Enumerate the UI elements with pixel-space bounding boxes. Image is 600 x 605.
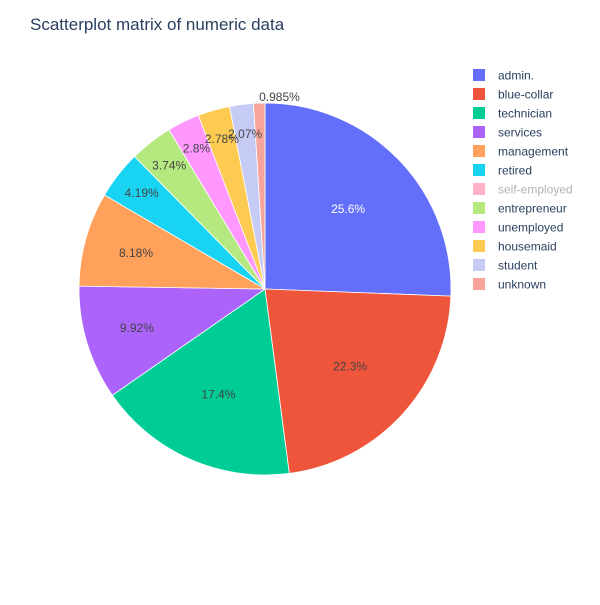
legend-swatch bbox=[473, 164, 485, 176]
legend-label: unemployed bbox=[498, 221, 563, 235]
legend-label: entrepreneur bbox=[498, 202, 567, 216]
slice-label-management: 8.18% bbox=[119, 246, 153, 260]
pie-slice-technician[interactable] bbox=[111, 288, 290, 476]
legend-swatch bbox=[473, 240, 485, 252]
legend-item-entrepreneur[interactable]: entrepreneur bbox=[473, 202, 567, 216]
legend-swatch bbox=[473, 69, 485, 81]
slice-label-admin: 25.6% bbox=[331, 202, 365, 216]
legend-label: admin. bbox=[498, 69, 534, 83]
slice-label-unemployed: 2.8% bbox=[183, 142, 211, 156]
slice-label-retired: 4.19% bbox=[125, 186, 159, 200]
legend-label: services bbox=[498, 126, 542, 140]
legend-item-housemaid[interactable]: housemaid bbox=[473, 240, 557, 254]
pie-slice-unknown[interactable] bbox=[253, 102, 266, 290]
chart-title: Scatterplot matrix of numeric data bbox=[30, 15, 285, 34]
legend-item-retired[interactable]: retired bbox=[473, 164, 532, 178]
legend-item-self-employed[interactable]: self-employed bbox=[473, 183, 573, 197]
legend-swatch bbox=[473, 278, 485, 290]
slice-label-entrepreneur: 3.74% bbox=[152, 159, 186, 173]
legend-label: management bbox=[498, 145, 569, 159]
legend[interactable]: admin. blue-collar technician services manag… bbox=[473, 69, 573, 292]
slice-label-student: 2.07% bbox=[228, 127, 262, 141]
legend-item-admin[interactable]: admin. bbox=[473, 69, 534, 83]
legend-label: retired bbox=[498, 164, 532, 178]
legend-label: unknown bbox=[498, 278, 546, 292]
legend-swatch bbox=[473, 107, 485, 119]
legend-swatch bbox=[473, 202, 485, 214]
legend-swatch bbox=[473, 145, 485, 157]
pie-slice-management[interactable] bbox=[78, 194, 267, 290]
legend-swatch bbox=[473, 183, 485, 195]
pie-labels: 25.6%22.3%17.4%9.92%8.18%4.19%3.74%2.8%2… bbox=[119, 90, 368, 401]
pie-slice-blue-collar[interactable] bbox=[264, 288, 452, 474]
legend-item-services[interactable]: services bbox=[473, 126, 542, 140]
legend-label: student bbox=[498, 259, 538, 273]
legend-label: blue-collar bbox=[498, 88, 553, 102]
legend-swatch bbox=[473, 259, 485, 271]
legend-swatch bbox=[473, 88, 485, 100]
slice-label-blue-collar: 22.3% bbox=[333, 360, 367, 374]
legend-item-technician[interactable]: technician bbox=[473, 107, 552, 121]
pie-slices bbox=[78, 102, 452, 476]
slice-label-technician: 17.4% bbox=[201, 388, 235, 402]
pie-slice-admin[interactable] bbox=[264, 102, 452, 297]
slice-label-housemaid: 2.78% bbox=[205, 132, 239, 146]
slice-label-unknown: 0.985% bbox=[259, 90, 300, 104]
legend-swatch bbox=[473, 221, 485, 233]
legend-label: technician bbox=[498, 107, 552, 121]
legend-item-unemployed[interactable]: unemployed bbox=[473, 221, 563, 235]
legend-label: self-employed bbox=[498, 183, 573, 197]
legend-item-unknown[interactable]: unknown bbox=[473, 278, 546, 292]
legend-swatch bbox=[473, 126, 485, 138]
legend-item-management[interactable]: management bbox=[473, 145, 569, 159]
slice-label-services: 9.92% bbox=[120, 321, 154, 335]
legend-item-blue-collar[interactable]: blue-collar bbox=[473, 88, 553, 102]
legend-item-student[interactable]: student bbox=[473, 259, 538, 273]
legend-label: housemaid bbox=[498, 240, 557, 254]
pie-slice-services[interactable] bbox=[78, 285, 267, 396]
